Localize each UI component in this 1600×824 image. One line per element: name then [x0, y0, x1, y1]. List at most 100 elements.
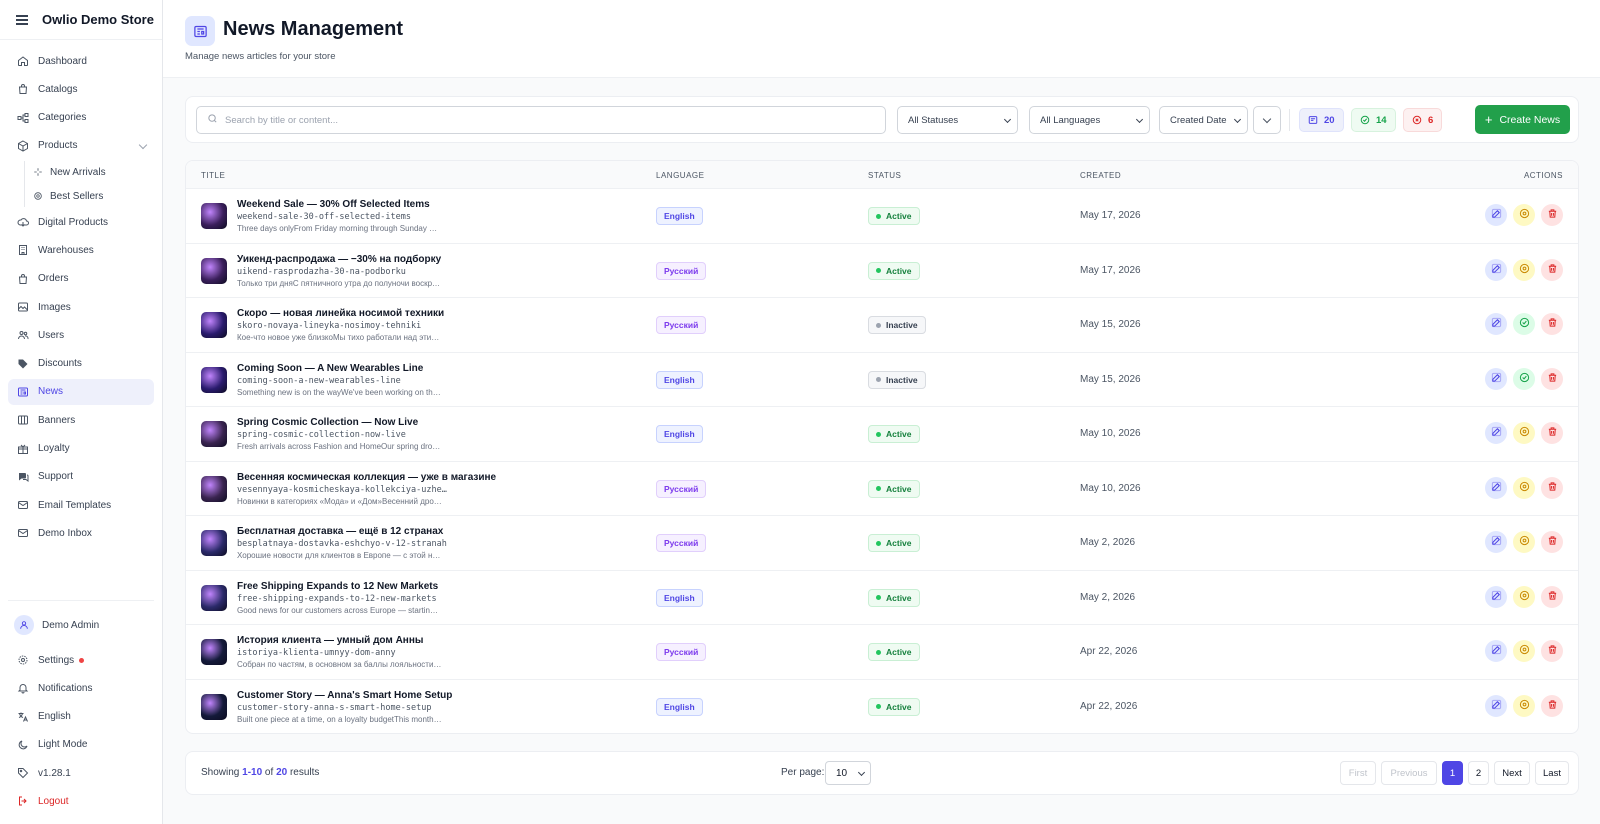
sidebar-item-notifications[interactable]: Notifications: [8, 675, 154, 701]
sidebar-item-email-templates[interactable]: Email Templates: [8, 492, 154, 518]
sidebar-item-best-sellers[interactable]: Best Sellers: [25, 185, 154, 207]
news-title[interactable]: Coming Soon — A New Wearables Line: [237, 362, 424, 374]
delete-button[interactable]: [1541, 476, 1563, 499]
edit-button[interactable]: [1485, 694, 1507, 717]
sidebar-item-label: Loyalty: [38, 443, 70, 455]
table-row[interactable]: Весенняя космическая коллекция — уже в м…: [186, 462, 1578, 516]
edit-button[interactable]: [1485, 531, 1507, 553]
toggle-status-button[interactable]: [1513, 531, 1535, 553]
menu-icon[interactable]: [16, 14, 28, 25]
toggle-status-button[interactable]: [1513, 258, 1535, 281]
edit-button[interactable]: [1485, 258, 1507, 281]
sidebar-item-settings[interactable]: Settings: [8, 647, 154, 673]
news-title[interactable]: Weekend Sale — 30% Off Selected Items: [237, 199, 430, 210]
sidebar-item-digital-products[interactable]: Digital Products: [8, 209, 154, 235]
sidebar-item-warehouses[interactable]: Warehouses: [8, 237, 154, 263]
sidebar-item-loyalty[interactable]: Loyalty: [8, 436, 154, 462]
previous-page-button[interactable]: Previous: [1381, 761, 1437, 785]
edit-button[interactable]: [1485, 476, 1507, 499]
edit-button[interactable]: [1485, 313, 1507, 335]
table-row[interactable]: Уикенд-распродажа — −30% на подборку uike…: [186, 244, 1578, 298]
delete-button[interactable]: [1541, 640, 1563, 662]
create-news-button[interactable]: + Create News: [1475, 105, 1570, 134]
news-title[interactable]: Free Shipping Expands to 12 New Markets: [237, 580, 439, 592]
sort-direction-button[interactable]: [1253, 106, 1281, 134]
moon-icon: [17, 739, 29, 751]
trash-icon: [1547, 372, 1558, 386]
table-row[interactable]: Скоро — новая линейка носимой техники sko…: [186, 298, 1578, 353]
sort-select[interactable]: Created Date: [1159, 106, 1248, 134]
news-thumbnail: [201, 584, 227, 611]
toggle-status-button[interactable]: [1513, 422, 1535, 444]
sidebar-item-catalogs[interactable]: Catalogs: [8, 76, 154, 102]
per-page-select[interactable]: 10: [825, 761, 871, 785]
status-filter-select[interactable]: All Statuses: [897, 106, 1018, 134]
toggle-status-button[interactable]: [1513, 476, 1535, 499]
edit-button[interactable]: [1485, 422, 1507, 444]
language-filter-select[interactable]: All Languages: [1029, 106, 1150, 134]
sidebar-item-support[interactable]: Support: [8, 464, 154, 490]
language-badge: English: [656, 425, 703, 443]
edit-button[interactable]: [1485, 204, 1507, 226]
table-row[interactable]: Free Shipping Expands to 12 New Markets f…: [186, 571, 1578, 625]
sidebar-item-language[interactable]: English: [8, 704, 154, 730]
news-title[interactable]: Скоро — новая линейка носимой техники: [237, 308, 445, 319]
toggle-status-button[interactable]: [1513, 204, 1535, 226]
sidebar-item-banners[interactable]: Banners: [8, 407, 154, 433]
last-page-button[interactable]: Last: [1535, 761, 1569, 785]
page-button-2[interactable]: 2: [1468, 761, 1489, 785]
toggle-status-button[interactable]: [1513, 694, 1535, 717]
sidebar-item-products[interactable]: Products: [8, 133, 154, 159]
sidebar-item-demo-inbox[interactable]: Demo Inbox: [8, 520, 154, 546]
sidebar-item-news[interactable]: News: [8, 378, 154, 405]
edit-button[interactable]: [1485, 367, 1507, 390]
column-language[interactable]: LANGUAGE: [656, 171, 705, 180]
news-title[interactable]: Уикенд-распродажа — −30% на подборку: [237, 253, 442, 265]
user-menu[interactable]: Demo Admin: [8, 611, 154, 639]
sidebar-item-images[interactable]: Images: [8, 294, 154, 320]
delete-button[interactable]: [1541, 694, 1563, 717]
column-status[interactable]: STATUS: [868, 171, 902, 180]
delete-button[interactable]: [1541, 367, 1563, 390]
page-button-1[interactable]: 1: [1442, 761, 1463, 785]
sidebar-item-orders[interactable]: Orders: [8, 266, 154, 292]
news-title[interactable]: Spring Cosmic Collection — Now Live: [237, 417, 419, 428]
column-created[interactable]: CREATED: [1080, 171, 1122, 180]
table-row[interactable]: Бесплатная доставка — ещё в 12 странах be…: [186, 516, 1578, 571]
news-title[interactable]: Бесплатная доставка — ещё в 12 странах: [237, 526, 444, 537]
toggle-status-button[interactable]: [1513, 585, 1535, 608]
sidebar-item-categories[interactable]: Categories: [8, 105, 154, 131]
logout-button[interactable]: Logout: [8, 788, 154, 814]
delete-button[interactable]: [1541, 531, 1563, 553]
sidebar-item-new-arrivals[interactable]: New Arrivals: [25, 161, 154, 183]
delete-button[interactable]: [1541, 422, 1563, 444]
delete-button[interactable]: [1541, 313, 1563, 335]
news-title[interactable]: Customer Story — Anna's Smart Home Setup: [237, 689, 453, 701]
edit-button[interactable]: [1485, 640, 1507, 662]
next-page-button[interactable]: Next: [1494, 761, 1530, 785]
first-page-button[interactable]: First: [1340, 761, 1376, 785]
search-input[interactable]: Search by title or content...: [196, 106, 886, 134]
delete-button[interactable]: [1541, 204, 1563, 226]
columns-icon: [17, 414, 29, 426]
sidebar-item-label: Notifications: [38, 682, 93, 694]
delete-button[interactable]: [1541, 258, 1563, 281]
table-row[interactable]: Coming Soon — A New Wearables Line coming…: [186, 353, 1578, 407]
toggle-status-button[interactable]: [1513, 367, 1535, 390]
delete-button[interactable]: [1541, 585, 1563, 608]
news-title[interactable]: История клиента — умный дом Анны: [237, 635, 424, 646]
table-row[interactable]: Spring Cosmic Collection — Now Live sprin…: [186, 407, 1578, 462]
sidebar-item-theme[interactable]: Light Mode: [8, 732, 154, 758]
toggle-status-button[interactable]: [1513, 313, 1535, 335]
sidebar-item-discounts[interactable]: Discounts: [8, 351, 154, 377]
sidebar-item-dashboard[interactable]: Dashboard: [8, 48, 154, 74]
table-row[interactable]: Weekend Sale — 30% Off Selected Items wee…: [186, 189, 1578, 244]
chevron-down-icon[interactable]: [138, 140, 148, 150]
table-row[interactable]: История клиента — умный дом Анны istoriya…: [186, 625, 1578, 680]
sidebar-item-users[interactable]: Users: [8, 322, 154, 348]
column-title[interactable]: TITLE: [201, 171, 226, 180]
toggle-status-button[interactable]: [1513, 640, 1535, 662]
edit-button[interactable]: [1485, 585, 1507, 608]
table-row[interactable]: Customer Story — Anna's Smart Home Setup…: [186, 680, 1578, 734]
news-title[interactable]: Весенняя космическая коллекция — уже в м…: [237, 471, 497, 483]
